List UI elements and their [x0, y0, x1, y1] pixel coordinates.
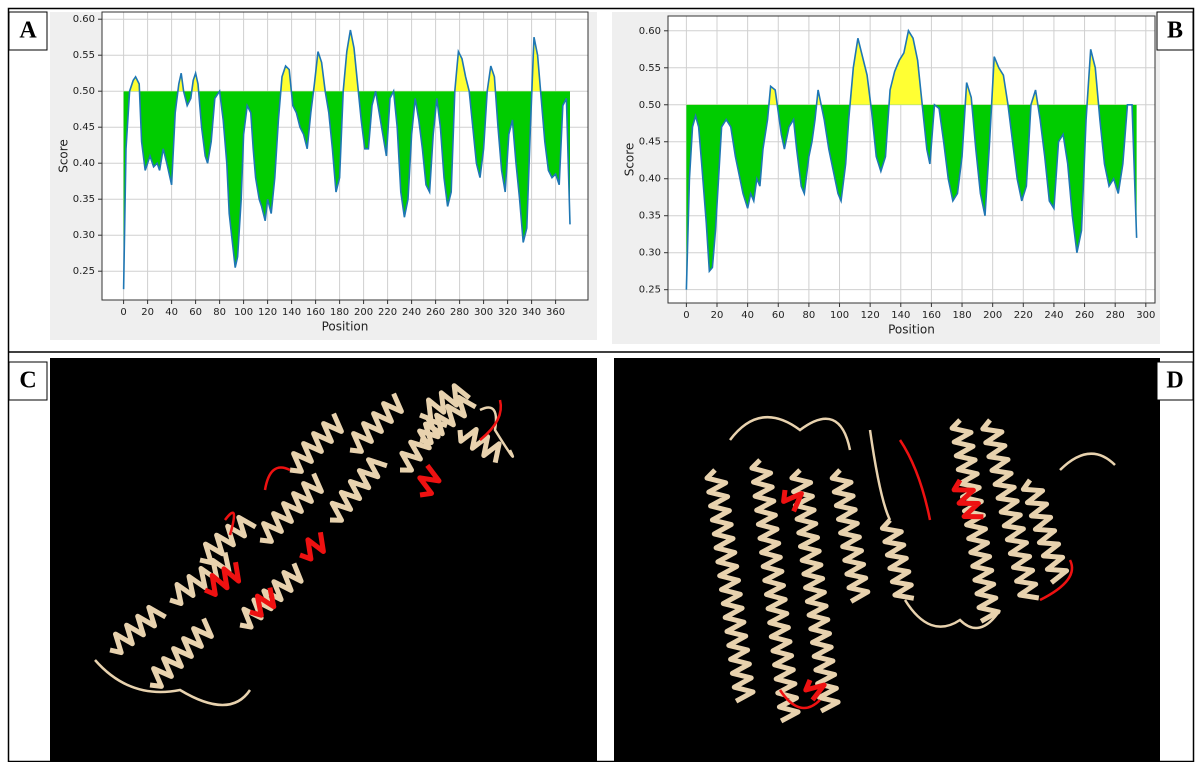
- x-tick-label: 240: [402, 307, 421, 318]
- x-tick-label: 60: [189, 307, 202, 318]
- x-tick-label: 260: [1075, 310, 1094, 321]
- figure: A B C D 02040608010012014016018020022024…: [0, 0, 1202, 762]
- x-tick-label: 200: [983, 310, 1002, 321]
- x-tick-label: 260: [426, 307, 445, 318]
- x-tick-label: 0: [683, 310, 689, 321]
- x-axis-label: Position: [322, 320, 369, 334]
- y-tick-label: 0.40: [73, 158, 95, 169]
- x-tick-label: 240: [1044, 310, 1063, 321]
- x-tick-label: 20: [141, 307, 154, 318]
- panel-label: D: [1166, 368, 1183, 394]
- y-tick-label: 0.30: [639, 248, 661, 259]
- y-axis-label: Score: [57, 139, 71, 173]
- x-axis-label: Position: [888, 323, 935, 337]
- panel-label: A: [19, 18, 37, 44]
- y-tick-label: 0.60: [73, 14, 95, 25]
- x-tick-label: 120: [258, 307, 277, 318]
- y-tick-label: 0.50: [73, 86, 95, 97]
- x-tick-label: 280: [450, 307, 469, 318]
- panel-label: B: [1167, 18, 1183, 44]
- x-tick-label: 60: [772, 310, 785, 321]
- y-tick-label: 0.60: [639, 26, 661, 37]
- x-tick-label: 80: [803, 310, 816, 321]
- y-tick-label: 0.35: [73, 194, 95, 205]
- x-tick-label: 100: [830, 310, 849, 321]
- x-tick-label: 220: [378, 307, 397, 318]
- x-tick-label: 40: [165, 307, 178, 318]
- x-tick-label: 280: [1106, 310, 1125, 321]
- x-tick-label: 220: [1014, 310, 1033, 321]
- x-tick-label: 200: [354, 307, 373, 318]
- y-tick-label: 0.25: [73, 266, 95, 277]
- y-tick-label: 0.25: [639, 285, 661, 296]
- y-tick-label: 0.55: [639, 63, 661, 74]
- x-tick-label: 360: [546, 307, 565, 318]
- x-tick-label: 300: [1136, 310, 1155, 321]
- x-tick-label: 320: [498, 307, 517, 318]
- x-tick-label: 340: [522, 307, 541, 318]
- x-tick-label: 100: [234, 307, 253, 318]
- panel-label: C: [19, 368, 36, 394]
- y-tick-label: 0.50: [639, 100, 661, 111]
- y-axis-label: Score: [623, 143, 637, 177]
- y-tick-label: 0.45: [73, 122, 95, 133]
- y-tick-label: 0.35: [639, 211, 661, 222]
- x-tick-label: 80: [213, 307, 226, 318]
- x-tick-label: 120: [861, 310, 880, 321]
- x-tick-label: 300: [474, 307, 493, 318]
- y-tick-label: 0.55: [73, 50, 95, 61]
- x-tick-label: 140: [891, 310, 910, 321]
- structure-d: [614, 358, 1160, 762]
- x-tick-label: 20: [711, 310, 724, 321]
- structure-c: [50, 358, 597, 762]
- x-tick-label: 160: [922, 310, 941, 321]
- chart: 0 20 40 60 80 100 120 140 160 180 200 220 240 260 280 3…: [623, 16, 1156, 337]
- x-tick-label: 140: [282, 307, 301, 318]
- x-tick-label: 40: [741, 310, 754, 321]
- x-tick-label: 180: [952, 310, 971, 321]
- y-tick-label: 0.45: [639, 137, 661, 148]
- chart: 0 20 40 60 80 100 120 140 160 180 200 220 240 260 280 3…: [57, 12, 589, 334]
- y-tick-label: 0.40: [639, 174, 661, 185]
- y-tick-label: 0.30: [73, 230, 95, 241]
- x-tick-label: 180: [330, 307, 349, 318]
- x-tick-label: 0: [120, 307, 126, 318]
- x-tick-label: 160: [306, 307, 325, 318]
